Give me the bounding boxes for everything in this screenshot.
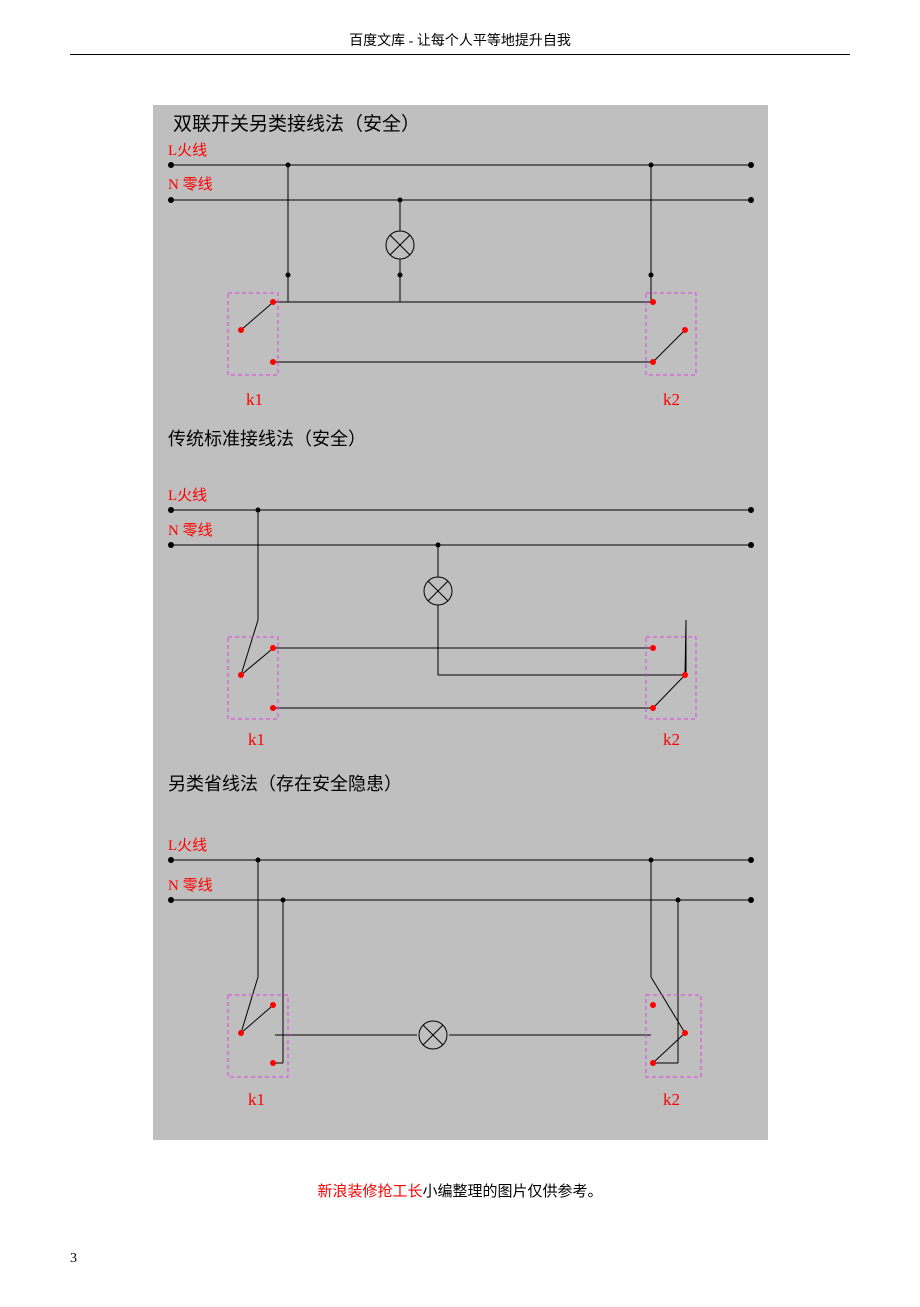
svg-text:N 零线: N 零线 — [168, 176, 213, 193]
svg-text:k2: k2 — [663, 1090, 680, 1109]
svg-text:L火线: L火线 — [168, 142, 207, 159]
svg-text:k1: k1 — [246, 390, 263, 409]
svg-text:N 零线: N 零线 — [168, 877, 213, 894]
svg-text:L火线: L火线 — [168, 487, 207, 504]
svg-text:传统标准接线法（安全）: 传统标准接线法（安全） — [168, 429, 366, 449]
wiring-diagram-container: 双联开关另类接线法（安全） L火线 N 零线 k1 k2 传统标准接线法（安全） L火线 N … — [153, 105, 768, 1140]
svg-text:N 零线: N 零线 — [168, 522, 213, 539]
svg-text:k1: k1 — [248, 730, 265, 749]
svg-text:k2: k2 — [663, 390, 680, 409]
svg-text:另类省线法（存在安全隐患）: 另类省线法（存在安全隐患） — [168, 774, 402, 794]
page-number: 3 — [70, 1251, 920, 1267]
footer-red-source: 新浪装修抢工长 — [317, 1184, 422, 1200]
svg-text:k1: k1 — [248, 1090, 265, 1109]
page-header: 百度文库 - 让每个人平等地提升自我 — [70, 0, 850, 55]
svg-text:k2: k2 — [663, 730, 680, 749]
svg-text:双联开关另类接线法（安全）: 双联开关另类接线法（安全） — [173, 113, 420, 135]
footer-black-text: 小编整理的图片仅供参考。 — [423, 1184, 603, 1200]
svg-text:L火线: L火线 — [168, 837, 207, 854]
header-text: 百度文库 - 让每个人平等地提升自我 — [349, 34, 571, 49]
wiring-diagram: 双联开关另类接线法（安全） L火线 N 零线 k1 k2 传统标准接线法（安全） L火线 N … — [153, 105, 768, 1135]
footer-note: 新浪装修抢工长小编整理的图片仅供参考。 — [0, 1180, 920, 1201]
